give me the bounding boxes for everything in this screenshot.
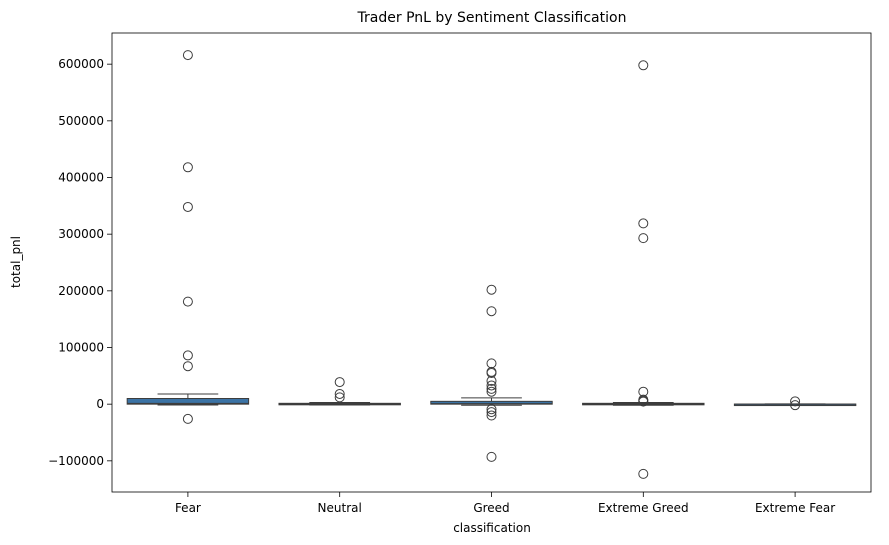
outlier-point bbox=[334, 377, 345, 388]
box-group bbox=[126, 50, 857, 479]
outlier-point bbox=[486, 404, 497, 415]
outlier-point bbox=[182, 201, 193, 212]
outlier-point bbox=[486, 375, 497, 386]
box-fear bbox=[126, 50, 250, 424]
outlier-point bbox=[486, 407, 497, 418]
outlier-point bbox=[638, 468, 649, 479]
outlier-point bbox=[638, 233, 649, 244]
y-tick-label: 300000 bbox=[58, 227, 104, 241]
box-neutral bbox=[278, 377, 401, 406]
box-iqr bbox=[126, 398, 250, 405]
x-axis-label: classification bbox=[453, 521, 531, 535]
outlier-point bbox=[182, 413, 193, 424]
y-tick-label: 500000 bbox=[58, 114, 104, 128]
x-tick-label: Greed bbox=[473, 501, 509, 515]
outlier-point bbox=[486, 451, 497, 462]
x-tick-label: Neutral bbox=[318, 501, 362, 515]
y-tick-label: 200000 bbox=[58, 284, 104, 298]
y-axis-label: total_pnl bbox=[9, 236, 23, 288]
outlier-point bbox=[486, 410, 497, 421]
outlier-point bbox=[486, 383, 497, 394]
outlier-point bbox=[486, 380, 497, 391]
outlier-point bbox=[638, 60, 649, 71]
outlier-point bbox=[486, 358, 497, 369]
box-extreme-fear bbox=[733, 396, 857, 411]
outlier-point bbox=[638, 218, 649, 229]
box-greed bbox=[430, 284, 553, 462]
outlier-point bbox=[790, 396, 801, 407]
y-tick-label: −100000 bbox=[48, 454, 104, 468]
outlier-point bbox=[182, 350, 193, 361]
x-tick-label: Extreme Greed bbox=[598, 501, 689, 515]
y-tick-label: 100000 bbox=[58, 341, 104, 355]
outlier-point bbox=[182, 50, 193, 61]
y-axis: −100000 0 100000 200000 300000 400000 500000 60… bbox=[48, 57, 112, 468]
outlier-point bbox=[182, 361, 193, 372]
outlier-point bbox=[790, 400, 801, 411]
y-tick-label: 600000 bbox=[58, 57, 104, 71]
outlier-point bbox=[486, 386, 497, 397]
outlier-point bbox=[486, 306, 497, 317]
chart-title: Trader PnL by Sentiment Classification bbox=[357, 10, 627, 26]
x-tick-label: Fear bbox=[175, 501, 201, 515]
plot-frame bbox=[111, 32, 872, 493]
y-tick-label: 0 bbox=[96, 397, 104, 411]
outlier-point bbox=[182, 162, 193, 173]
outlier-point bbox=[486, 284, 497, 295]
outlier-point bbox=[182, 296, 193, 307]
box-extreme-greed bbox=[582, 60, 705, 479]
outlier-point bbox=[638, 396, 649, 407]
y-tick-label: 400000 bbox=[58, 171, 104, 185]
outlier-point bbox=[486, 368, 497, 378]
outlier-point bbox=[334, 392, 345, 403]
outlier-point bbox=[334, 388, 345, 399]
x-tick-label: Extreme Fear bbox=[755, 501, 835, 515]
x-axis: Fear Neutral Greed Extreme Greed Extreme Fea… bbox=[175, 492, 835, 515]
